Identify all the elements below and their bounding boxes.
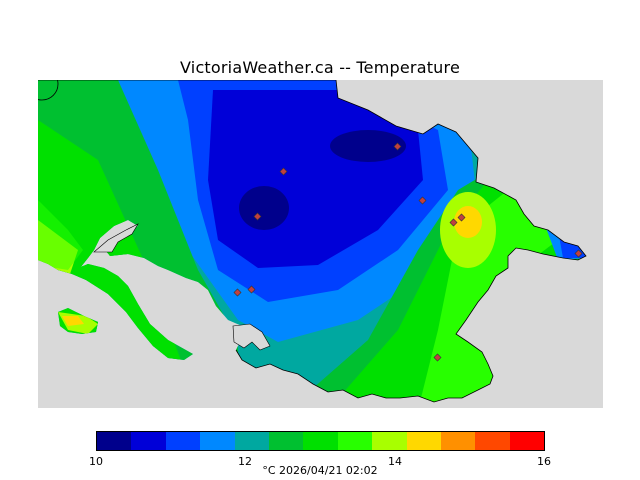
station-marker [247,285,256,294]
map-title: VictoriaWeather.ca -- Temperature [180,58,460,77]
station-marker [433,353,442,362]
legend-swatch [406,432,441,450]
station-marker [449,218,458,227]
temperature-map [38,80,603,408]
legend-swatch [200,432,235,450]
unit-and-timestamp: °C 2026/04/21 02:02 [262,464,378,477]
corner-marker [38,80,59,101]
legend-swatch [268,432,304,450]
station-marker [279,167,288,176]
station-marker [574,249,583,258]
legend-swatch [97,432,132,450]
color-legend [96,431,545,451]
legend-swatch [303,432,338,450]
legend-swatch [440,432,476,450]
legend-tick-10: 10 [89,455,103,468]
legend-tick-14: 14 [388,455,402,468]
coastline [38,80,587,403]
legend-swatch [165,432,201,450]
inlet-water [93,223,139,253]
harbour-water [232,323,271,351]
legend-tick-12: 12 [238,455,252,468]
legend-swatch [475,432,510,450]
legend-swatch [372,432,407,450]
station-marker [457,213,466,222]
legend-swatch [234,432,269,450]
legend-swatch [337,432,373,450]
station-marker [233,288,242,297]
station-marker [393,142,402,151]
legend-swatch [131,432,166,450]
station-markers [233,142,583,362]
station-marker [418,196,427,205]
legend-tick-16: 16 [537,455,551,468]
legend-swatch [509,432,545,450]
station-marker [253,212,262,221]
